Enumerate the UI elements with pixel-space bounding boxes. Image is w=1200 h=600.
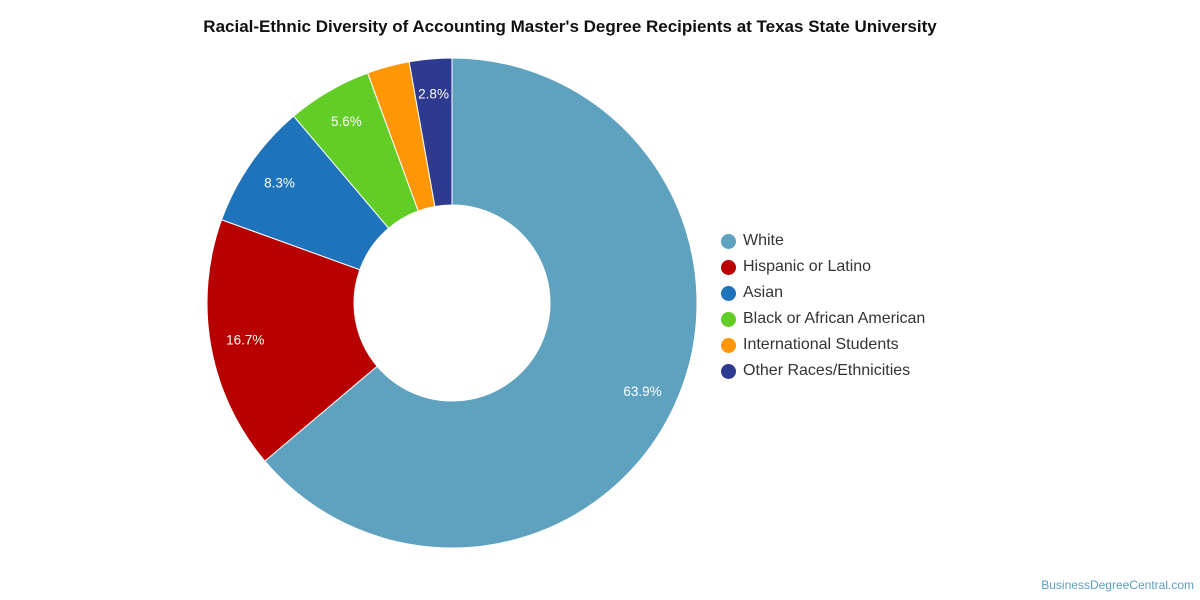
chart-title: Racial-Ethnic Diversity of Accounting Ma… xyxy=(203,17,937,36)
slice-data-label: 63.9% xyxy=(623,384,661,399)
slice-data-label: 5.6% xyxy=(331,114,362,129)
donut-slice-other-races-ethnicities[interactable] xyxy=(408,57,453,208)
legend-swatch-icon xyxy=(721,233,736,249)
legend-swatch-icon xyxy=(721,337,736,353)
slice-data-label: 8.3% xyxy=(264,176,295,191)
legend-label: Other Races/Ethnicities xyxy=(743,362,911,379)
legend-label: Asian xyxy=(743,284,784,301)
legend-label: International Students xyxy=(743,336,899,353)
legend-swatch-icon xyxy=(721,311,736,327)
donut-slice-white[interactable] xyxy=(264,57,698,549)
legend-swatch-icon xyxy=(721,285,736,301)
slice-data-label: 2.8% xyxy=(418,86,449,101)
legend-swatch-icon xyxy=(721,363,736,379)
legend-label: Hispanic or Latino xyxy=(743,258,872,275)
legend-item[interactable]: White xyxy=(721,228,925,254)
legend-item[interactable]: International Students xyxy=(721,332,925,358)
legend-label: Black or African American xyxy=(743,310,926,327)
watermark-text: BusinessDegreeCentral.com xyxy=(1041,578,1194,592)
donut-slice-hispanic-or-latino[interactable] xyxy=(206,219,378,462)
legend-item[interactable]: Other Races/Ethnicities xyxy=(721,358,925,384)
legend-swatch-icon xyxy=(721,259,736,275)
legend-item[interactable]: Hispanic or Latino xyxy=(721,254,925,280)
chart-legend: White Hispanic or Latino Asian Black or Afr… xyxy=(721,228,925,384)
legend-item[interactable]: Asian xyxy=(721,280,925,306)
legend-item[interactable]: Black or African American xyxy=(721,306,925,332)
slice-data-label: 16.7% xyxy=(226,333,264,348)
legend-label: White xyxy=(743,232,784,249)
